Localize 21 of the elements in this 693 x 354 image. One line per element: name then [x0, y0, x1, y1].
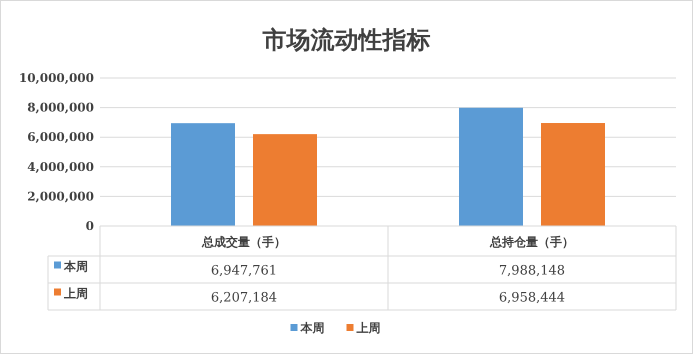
x-tick-label: 总持仓量（手）	[489, 235, 574, 249]
text: 上周	[64, 286, 88, 300]
data-label: 6,947,761	[210, 264, 278, 278]
bar	[171, 123, 235, 226]
y-tick-label: 2,000,000	[27, 189, 94, 204]
legend-label: 本周	[63, 260, 88, 274]
y-tick-label: 6,000,000	[27, 130, 94, 144]
legend-label: 上周	[356, 321, 380, 335]
x-tick-label: 总成交量（手）	[201, 235, 286, 249]
y-tick-label: 4,000,000	[27, 160, 94, 174]
bar	[253, 134, 317, 226]
data-label: 6,207,184	[210, 290, 278, 306]
y-tick-label: 8,000,000	[27, 100, 94, 115]
data-label: 7,988,148	[498, 264, 566, 278]
bar	[541, 123, 605, 226]
chart-title: 市场流动性指标	[262, 25, 430, 54]
y-tick-label: 10,000,000	[18, 71, 94, 85]
bar	[459, 108, 523, 226]
text: 本周	[300, 321, 324, 335]
y-tick-label: 0	[86, 219, 94, 233]
data-label: 6,958,444	[498, 290, 566, 306]
